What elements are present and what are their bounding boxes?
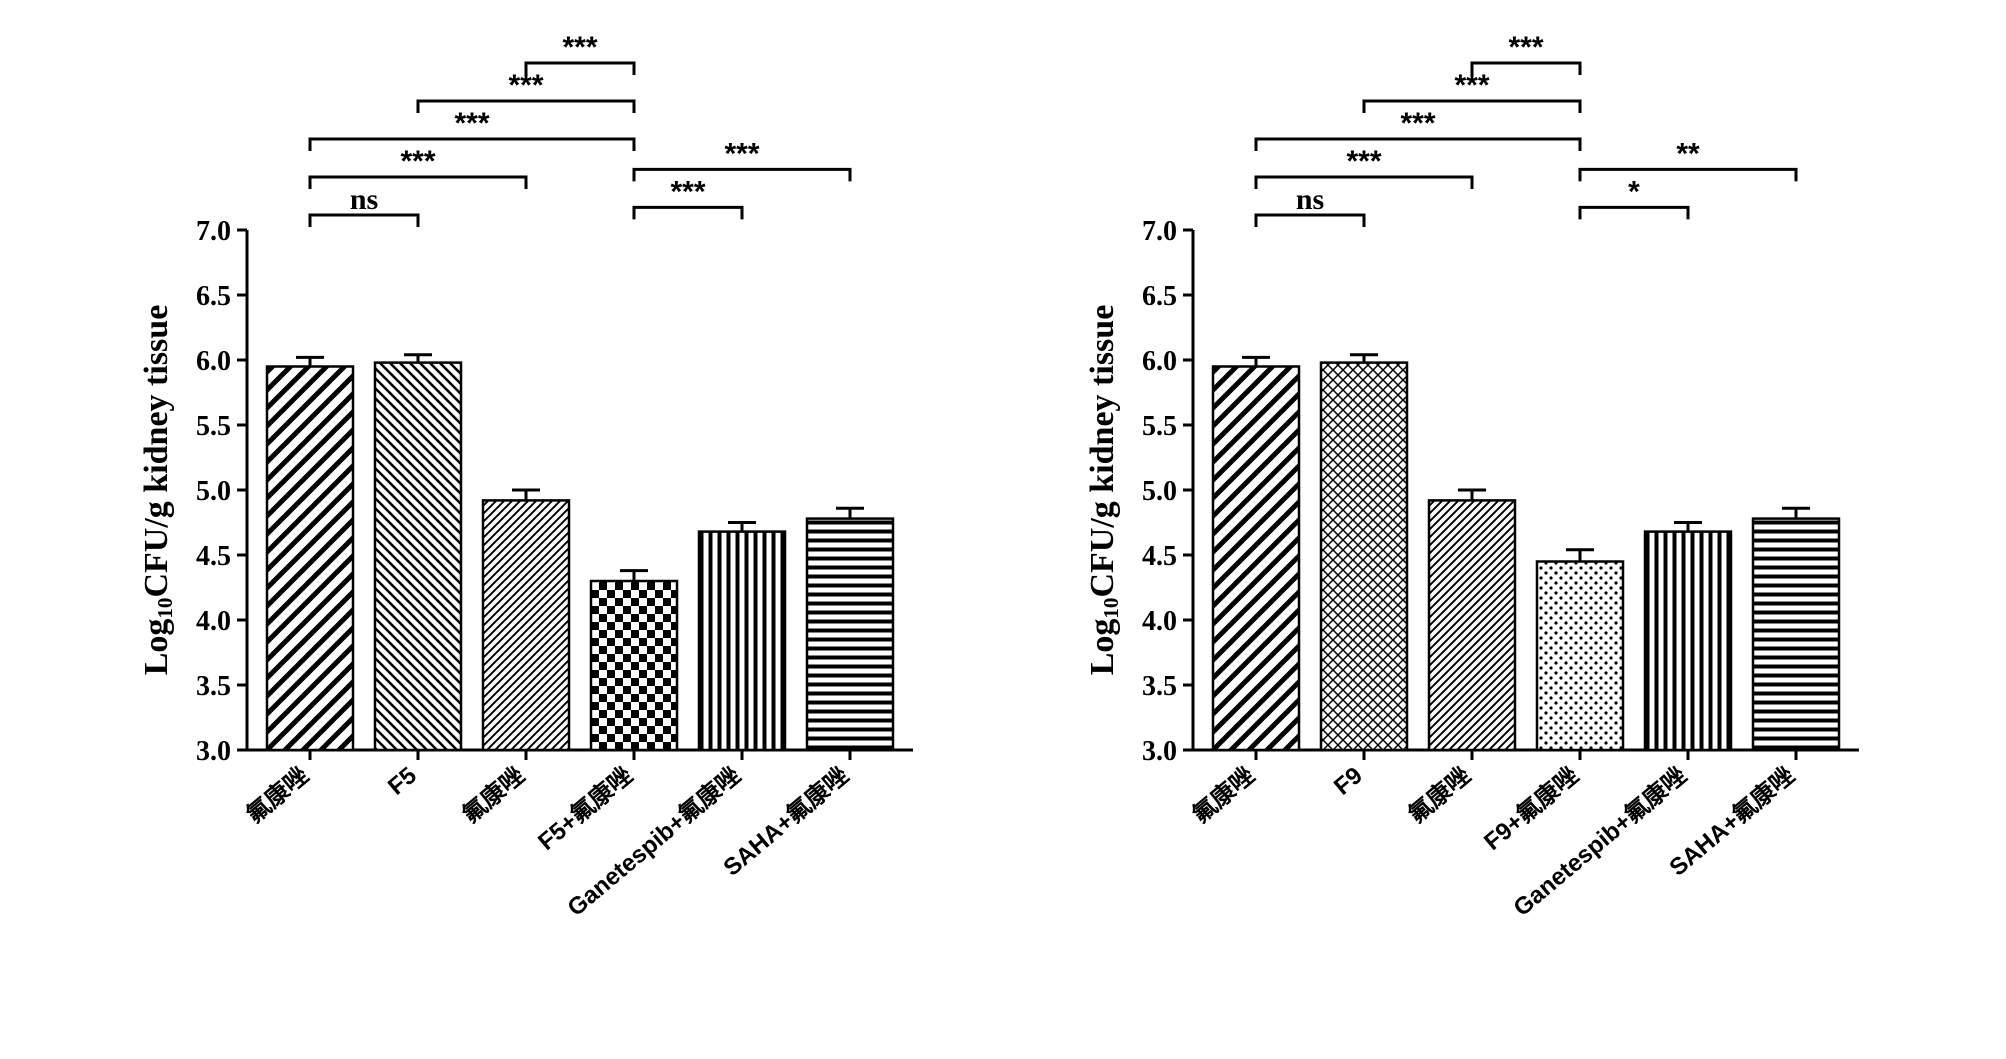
significance-bracket xyxy=(310,139,634,151)
significance-bracket xyxy=(634,207,742,219)
bar xyxy=(1645,532,1731,750)
bar xyxy=(591,581,677,750)
bar xyxy=(1537,562,1623,751)
significance-bracket xyxy=(310,177,526,189)
svg-text:3.0: 3.0 xyxy=(196,736,231,767)
x-tick-label: 氟康唑 xyxy=(241,761,314,829)
bar-chart-right: 3.0 3.5 4.0 4.5 5.0 5.5 6.0 6.5 7.0 Log10CFU/g ki… xyxy=(1073,20,1879,1010)
bar xyxy=(483,500,569,750)
significance-label: *** xyxy=(1508,31,1543,64)
svg-text:7.0: 7.0 xyxy=(196,216,231,247)
x-tick-label: F5+氟康唑 xyxy=(533,761,638,856)
significance-label: *** xyxy=(724,137,759,170)
x-tick-label: F9+氟康唑 xyxy=(1479,761,1584,856)
svg-text:6.5: 6.5 xyxy=(196,281,231,312)
svg-text:5.0: 5.0 xyxy=(1142,476,1177,507)
significance-bracket xyxy=(634,169,850,181)
significance-bracket xyxy=(1256,139,1580,151)
x-tick-label: 氟康唑 xyxy=(457,761,530,829)
svg-text:4.5: 4.5 xyxy=(1142,541,1177,572)
bar xyxy=(1753,519,1839,750)
significance-label: *** xyxy=(454,107,489,140)
significance-bracket xyxy=(1256,177,1472,189)
significance-label: *** xyxy=(1400,107,1435,140)
svg-text:Log10CFU/g kidney tissue: Log10CFU/g kidney tissue xyxy=(138,305,177,676)
significance-label: ns xyxy=(1296,183,1324,216)
svg-text:7.0: 7.0 xyxy=(1142,216,1177,247)
bar xyxy=(807,519,893,750)
svg-text:3.5: 3.5 xyxy=(1142,671,1177,702)
svg-text:4.0: 4.0 xyxy=(196,606,231,637)
chart-panel-left: 3.0 3.5 4.0 4.5 5.0 5.5 6.0 6.5 7.0 Log10CFU/g ki… xyxy=(127,20,933,1010)
significance-label: ** xyxy=(1676,137,1700,170)
svg-text:Log10CFU/g kidney tissue: Log10CFU/g kidney tissue xyxy=(1084,305,1123,676)
significance-label: * xyxy=(1628,175,1640,208)
significance-bracket xyxy=(1256,215,1364,227)
svg-text:5.0: 5.0 xyxy=(196,476,231,507)
significance-label: *** xyxy=(562,31,597,64)
bar-chart-left: 3.0 3.5 4.0 4.5 5.0 5.5 6.0 6.5 7.0 Log10CFU/g ki… xyxy=(127,20,933,1010)
bar xyxy=(375,363,461,750)
significance-bracket xyxy=(1364,101,1580,113)
significance-bracket xyxy=(1580,207,1688,219)
x-tick-label: F9 xyxy=(1329,762,1368,801)
chart-panel-right: 3.0 3.5 4.0 4.5 5.0 5.5 6.0 6.5 7.0 Log10CFU/g ki… xyxy=(1073,20,1879,1010)
svg-text:4.0: 4.0 xyxy=(1142,606,1177,637)
svg-text:3.5: 3.5 xyxy=(196,671,231,702)
significance-bracket xyxy=(418,101,634,113)
significance-label: *** xyxy=(1346,145,1381,178)
svg-text:6.0: 6.0 xyxy=(196,346,231,377)
bar xyxy=(1321,363,1407,750)
bar xyxy=(267,367,353,751)
x-tick-label: 氟康唑 xyxy=(1403,761,1476,829)
x-tick-label: Ganetespib+氟康唑 xyxy=(562,761,746,922)
svg-text:6.5: 6.5 xyxy=(1142,281,1177,312)
x-tick-label: F5 xyxy=(383,762,422,801)
significance-label: ns xyxy=(350,183,378,216)
svg-text:4.5: 4.5 xyxy=(196,541,231,572)
significance-bracket xyxy=(310,215,418,227)
figure-container: 3.0 3.5 4.0 4.5 5.0 5.5 6.0 6.5 7.0 Log10CFU/g ki… xyxy=(20,20,1986,1010)
significance-bracket xyxy=(1580,169,1796,181)
svg-text:3.0: 3.0 xyxy=(1142,736,1177,767)
significance-label: *** xyxy=(670,175,705,208)
svg-text:5.5: 5.5 xyxy=(1142,411,1177,442)
bar xyxy=(1429,500,1515,750)
svg-text:6.0: 6.0 xyxy=(1142,346,1177,377)
bar xyxy=(699,532,785,750)
svg-text:5.5: 5.5 xyxy=(196,411,231,442)
significance-label: *** xyxy=(400,145,435,178)
x-tick-label: 氟康唑 xyxy=(1187,761,1260,829)
x-tick-label: Ganetespib+氟康唑 xyxy=(1508,761,1692,922)
bar xyxy=(1213,367,1299,751)
